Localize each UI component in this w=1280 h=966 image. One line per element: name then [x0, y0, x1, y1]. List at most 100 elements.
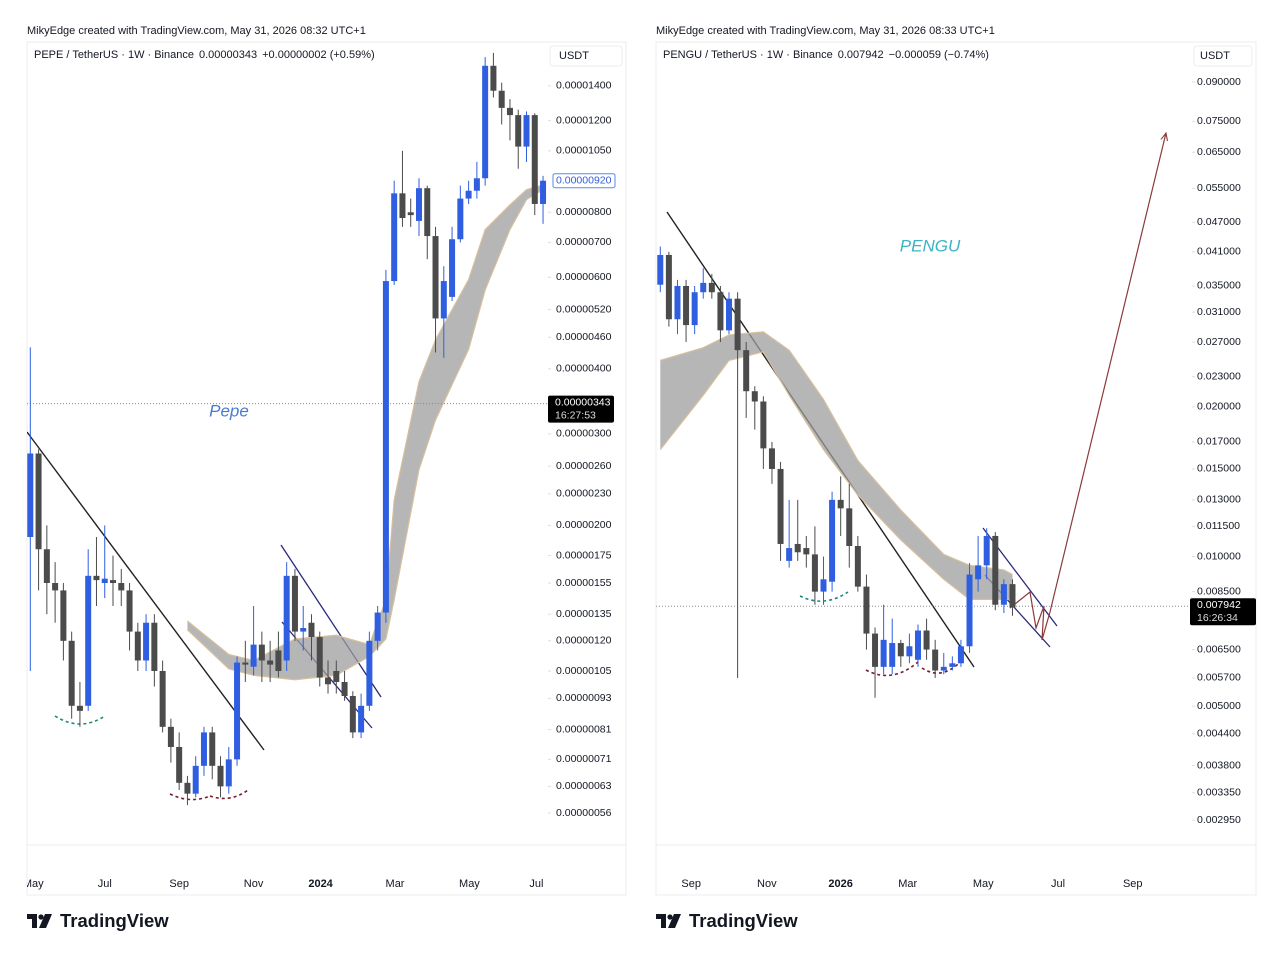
candle-body: [76, 705, 83, 711]
y-tick-label: 0.003800: [1197, 759, 1241, 771]
y-tick-label: 0.00000093: [556, 692, 612, 704]
panel: [26, 41, 627, 896]
candle-body: [743, 350, 750, 392]
candle-body: [333, 670, 340, 683]
y-tick-label: 0.00000056: [556, 807, 612, 819]
candle-body: [897, 643, 904, 657]
arc: [865, 661, 919, 677]
brand-logo: [27, 914, 37, 928]
candle-body: [382, 281, 389, 613]
candle-body: [482, 65, 489, 179]
y-tick-label: 0.013000: [1197, 494, 1241, 506]
price: 0.00000343: [199, 49, 257, 61]
candle-body: [358, 705, 365, 733]
candle-body: [415, 188, 422, 221]
candle-body: [110, 580, 117, 584]
candle-body: [880, 639, 887, 667]
candle-body: [949, 663, 956, 667]
candle-body: [975, 565, 982, 580]
y-tick-label: 0.017000: [1197, 436, 1241, 448]
candle-body: [159, 670, 166, 727]
brand-logo: [38, 914, 44, 920]
candle-body: [506, 107, 513, 116]
trendline: [27, 431, 265, 751]
y-tick-label: 0.075000: [1197, 115, 1241, 127]
band-upper: [187, 184, 544, 662]
projection: [1009, 590, 1051, 641]
candle-body: [473, 178, 480, 191]
candle-body: [665, 254, 672, 320]
candle-body: [498, 90, 505, 108]
y-tick-label: 0.00000200: [556, 519, 612, 531]
candle-body: [992, 535, 999, 605]
y-tick-label: 0.090000: [1197, 76, 1241, 88]
x-tick-label: Jul: [529, 878, 543, 890]
price: 0.007942: [838, 49, 884, 61]
candle-body: [540, 180, 547, 204]
x-tick-label: May: [973, 878, 994, 890]
y-tick-label: 0.00000800: [556, 206, 612, 218]
candle-body: [683, 285, 690, 326]
symbol-header: PEPE / TetherUS · 1W · Binance 0.00000343…: [34, 49, 375, 61]
y-tick-label: 0.00000081: [556, 723, 612, 735]
brand: TradingView: [60, 910, 169, 931]
candle-body: [515, 115, 522, 147]
candle-body: [440, 281, 447, 319]
change: +0.00000002 (+0.59%): [262, 49, 375, 61]
y-tick-label: 0.041000: [1197, 246, 1241, 258]
candle-body: [777, 468, 784, 544]
candle-body: [691, 292, 698, 326]
arc: [209, 789, 249, 800]
candle-body: [923, 630, 930, 650]
y-tick-label: 0.011500: [1197, 520, 1240, 532]
countdown: 16:27:53: [555, 409, 596, 421]
candle-body: [209, 732, 216, 766]
candle-body: [234, 662, 241, 760]
candle-body: [184, 782, 191, 794]
panel: [655, 41, 1257, 896]
candle-body: [399, 193, 406, 218]
y-tick-label: 0.00000135: [556, 608, 612, 620]
candle-body: [176, 746, 183, 783]
candle-body: [854, 545, 861, 587]
candle-body: [283, 575, 290, 661]
candle-body: [52, 583, 59, 591]
candle-body: [846, 508, 853, 546]
candle-body: [820, 579, 827, 592]
x-tick-label: May: [459, 878, 480, 890]
candle-body: [751, 391, 758, 402]
candle-body: [250, 644, 257, 667]
y-tick-label: 0.00000155: [556, 577, 612, 589]
candle-body: [200, 732, 207, 766]
candle-body: [60, 590, 67, 641]
annotation: PENGU: [900, 236, 961, 255]
y-tick-label: 0.00000600: [556, 271, 612, 283]
candle-body: [151, 622, 158, 671]
y-tick-label: 0.00000700: [556, 236, 612, 248]
y-tick-label: 0.00000175: [556, 549, 612, 561]
y-tick-label: 0.002950: [1197, 814, 1241, 826]
y-tick-label: 0.005700: [1197, 672, 1241, 684]
candle-body: [889, 643, 896, 667]
candle-body: [27, 453, 34, 538]
y-tick-label: 0.023000: [1197, 370, 1241, 382]
candle-body: [93, 575, 100, 581]
candle-body: [167, 726, 174, 747]
x-tick-label: Jul: [98, 878, 112, 890]
band-area: [660, 331, 1013, 600]
y-tick-label: 0.00000460: [556, 331, 612, 343]
candle-body: [837, 499, 844, 509]
brand: TradingView: [689, 910, 798, 931]
x-axis: May Jul Sep Nov 2024 Mar May Jul: [27, 878, 543, 890]
candle-body: [291, 575, 298, 632]
candle-body: [829, 499, 836, 582]
x-tick-label: 2026: [828, 878, 852, 890]
candle-body: [300, 628, 307, 632]
candle-body: [101, 578, 108, 584]
candle-body: [192, 765, 199, 794]
y-tick-label: 0.00001050: [556, 145, 612, 157]
candle-body: [786, 548, 793, 561]
y-tick-label: 0.031000: [1197, 306, 1241, 318]
band-lower: [659, 351, 1013, 600]
candle-body: [457, 198, 464, 240]
